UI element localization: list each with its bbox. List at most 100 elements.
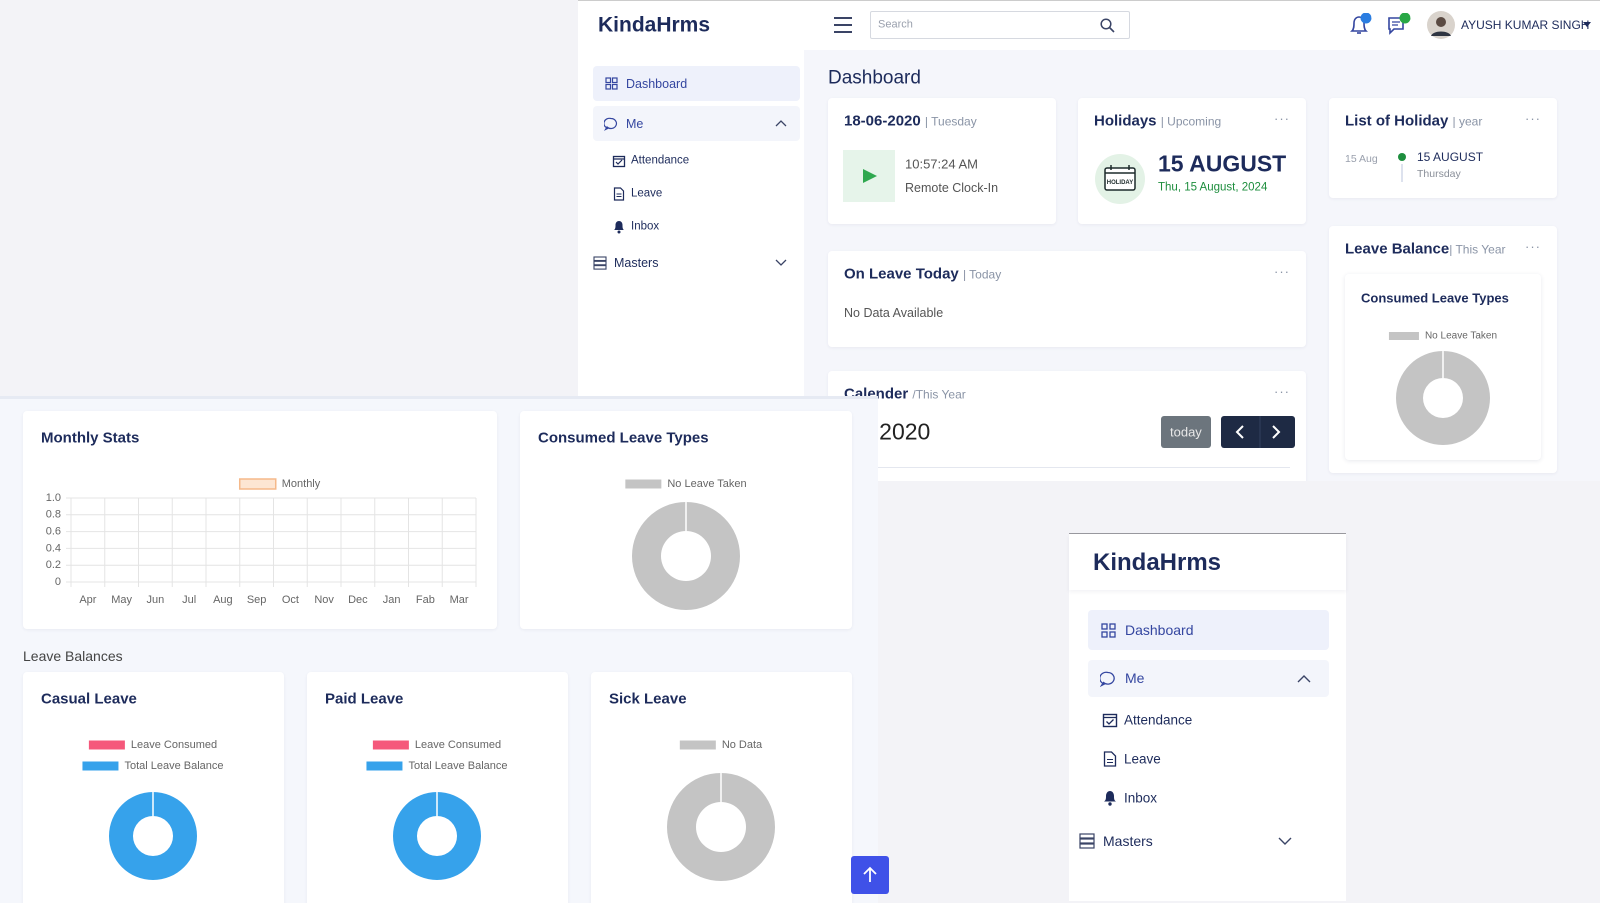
dashboard-icon-part-part — [1101, 623, 1108, 630]
search-box[interactable]: Search — [870, 11, 1130, 39]
messages-icon[interactable] — [1386, 13, 1412, 37]
calendar-nav-part — [1235, 425, 1281, 439]
nav-sub-label[interactable]: Leave — [1124, 751, 1161, 767]
legend-label: Total Leave Balance — [408, 760, 507, 772]
chart: No Leave Taken — [625, 478, 747, 610]
x-tick-label: Sep — [247, 594, 267, 606]
x-tick-label: Jul — [182, 594, 196, 606]
holiday-name: 15 AUGUST — [1158, 150, 1287, 177]
card-menu[interactable]: ··· — [1274, 111, 1290, 126]
doughnut-slice — [1396, 351, 1490, 445]
attendance-icon — [1102, 713, 1118, 728]
masters-icon — [1079, 833, 1095, 849]
sidebar-zoom: KindaHrms Dashboard Me Attendance Leave … — [1069, 533, 1346, 901]
me-icon — [1100, 671, 1115, 687]
x-tick-label: Oct — [282, 594, 299, 606]
today-button[interactable]: today — [1161, 416, 1211, 448]
chart-title: Casual Leave — [41, 690, 137, 708]
chart-title: Paid Leave — [325, 690, 404, 708]
nav-label: Dashboard — [626, 76, 688, 91]
x-tick-label: Fab — [416, 594, 435, 606]
calendar-grid-top — [844, 467, 1290, 468]
card-title: 18-06-2020 | Tuesday — [844, 114, 977, 129]
chart-title: Consumed Leave Types — [1361, 290, 1509, 306]
reports-window: Monthly Stats 0 0.2 0.4 0.6 0.8 1.0 Apr May Jun J… — [0, 396, 878, 903]
chevron-up-part — [775, 120, 787, 127]
avatar[interactable] — [1427, 11, 1455, 39]
chevron-up — [1297, 675, 1311, 683]
card-title: List of Holiday | year — [1345, 114, 1482, 129]
dashboard-icon-part-part — [605, 77, 612, 84]
holiday-icon-part — [1105, 165, 1135, 174]
calendar-nav-part — [1221, 416, 1295, 448]
attendance-icon — [612, 155, 626, 168]
notifications-icon[interactable] — [1348, 13, 1374, 37]
scroll-top-button[interactable] — [851, 856, 889, 894]
nav-sub-label[interactable]: Attendance — [1124, 712, 1193, 728]
doughnut-slice — [109, 792, 197, 880]
title: On Leave Today — [844, 265, 959, 283]
card-menu[interactable]: ··· — [1274, 384, 1290, 399]
inbox-icon — [614, 221, 624, 234]
timeline-part — [1398, 153, 1406, 161]
legend-swatch — [82, 761, 119, 771]
doughnut-slice — [667, 773, 775, 881]
chevron-up-part — [1297, 675, 1311, 683]
menu-toggle[interactable] — [833, 16, 853, 34]
legend-label: Leave Consumed — [131, 739, 217, 751]
notification-count: 0 — [1371, 13, 1376, 22]
nav-sub-label[interactable]: Leave — [631, 187, 663, 200]
subtitle: /This Year — [912, 387, 966, 402]
masters-icon-part-part — [1079, 838, 1095, 844]
user-name[interactable]: AYUSH KUMAR SINGH — [1461, 18, 1590, 32]
chevron-down — [775, 259, 787, 266]
leave-icon-part — [1103, 751, 1117, 767]
nav-dashboard[interactable]: Dashboard — [1088, 610, 1329, 650]
search-icon-part — [1108, 26, 1115, 33]
legend-swatch — [679, 740, 716, 750]
card-menu[interactable]: ··· — [1525, 111, 1541, 126]
menu-toggle-part — [834, 17, 852, 33]
y-tick-label: 0 — [55, 576, 61, 588]
nav-sub-label[interactable]: Inbox — [1124, 790, 1158, 806]
chevron-down-part — [1278, 837, 1292, 845]
nav-label[interactable]: Masters — [1103, 833, 1153, 849]
play-icon — [863, 169, 877, 183]
legend-label: Total Leave Balance — [124, 760, 223, 772]
nav-me[interactable]: Me — [593, 106, 800, 141]
icon-text: HOLIDAY — [1107, 180, 1133, 186]
dashboard-icon-part-part — [1101, 631, 1108, 638]
x-tick-label: May — [111, 594, 132, 606]
dashboard-icon-part — [605, 77, 618, 90]
chevron-down-part — [775, 259, 787, 266]
chart: No Leave Taken — [1388, 331, 1497, 445]
inbox-icon-part — [1108, 802, 1112, 806]
nav-sub-label[interactable]: Inbox — [631, 220, 660, 233]
search-icon-part — [1100, 18, 1112, 30]
calendar-nav[interactable] — [1221, 416, 1295, 448]
card-menu[interactable]: ··· — [1274, 264, 1290, 279]
masters-icon-part-part — [1079, 843, 1095, 849]
y-tick-label: 1.0 — [46, 492, 61, 504]
me-icon-part — [1100, 671, 1115, 687]
card-menu[interactable]: ··· — [1525, 239, 1541, 254]
masters-icon-part-part — [593, 265, 607, 270]
clock-in-button[interactable] — [843, 150, 895, 202]
subtitle: | Today — [962, 267, 1002, 282]
nav-sub-label[interactable]: Attendance — [631, 154, 690, 167]
notifications-icon-part — [1350, 16, 1368, 32]
leave-icon — [613, 187, 625, 201]
dashboard-icon — [1101, 623, 1116, 638]
x-tick-label: Dec — [348, 594, 368, 606]
nav-me[interactable]: Me — [1088, 660, 1329, 697]
nav-dashboard[interactable]: Dashboard — [593, 66, 800, 101]
legend-swatch — [88, 740, 125, 750]
nav-label[interactable]: Masters — [614, 255, 659, 270]
search-icon[interactable] — [1100, 18, 1115, 33]
user-caret[interactable] — [1583, 22, 1591, 28]
legend-label: Leave Consumed — [415, 739, 501, 751]
messages-icon-part — [1392, 21, 1400, 26]
timeline — [1398, 153, 1406, 182]
card-title: Leave Balance| This Year — [1345, 242, 1506, 257]
me-icon — [604, 117, 618, 131]
